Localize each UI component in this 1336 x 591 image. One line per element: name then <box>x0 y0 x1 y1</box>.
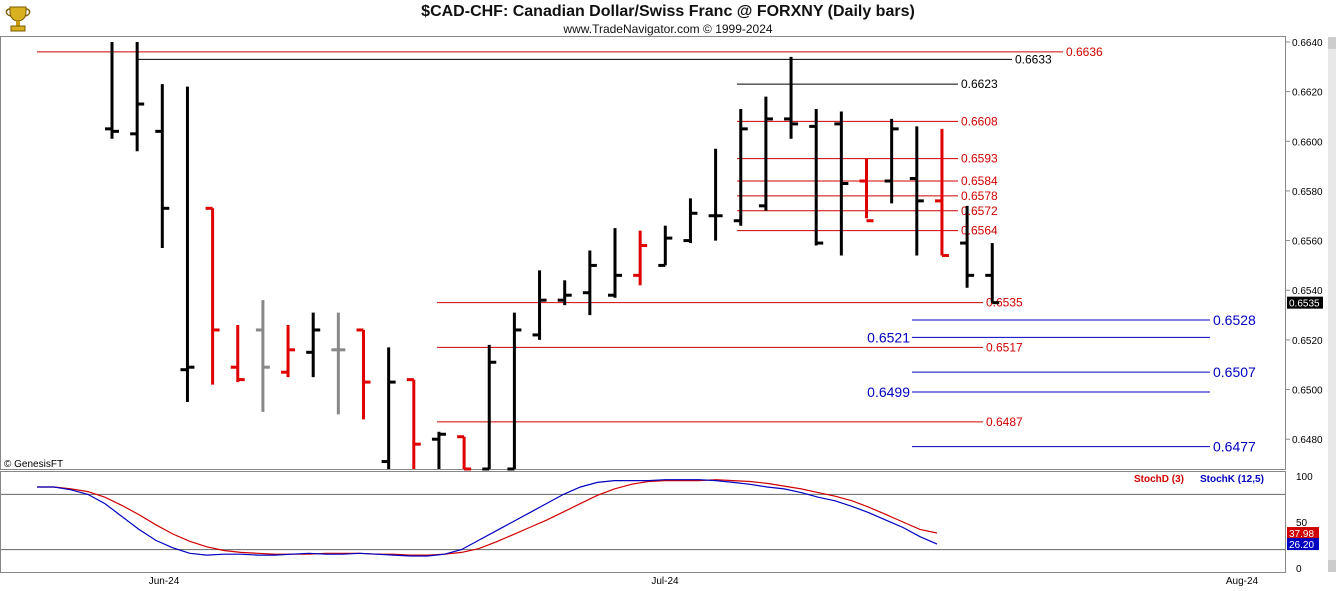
y-tick-label: 0.6620 <box>1292 88 1323 99</box>
level-label: 0.6507 <box>1213 364 1256 380</box>
ohlc-bar <box>406 378 421 469</box>
stoch-panel-frame <box>0 471 1286 573</box>
ohlc-bar <box>909 126 924 256</box>
level-label: 0.6578 <box>961 189 998 203</box>
level-label: 0.6636 <box>1066 45 1103 59</box>
level-label: 0.6477 <box>1213 439 1256 455</box>
level-label: 0.6521 <box>867 329 910 345</box>
ohlc-bar <box>180 86 195 402</box>
ohlc-bar <box>230 325 245 383</box>
ohlc-bar <box>356 328 371 420</box>
y-tick-label: 0.6500 <box>1292 386 1323 397</box>
last-price-label: 0.6535 <box>1289 299 1320 310</box>
level-label: 0.6535 <box>986 296 1023 310</box>
ohlc-bar <box>658 225 673 267</box>
ohlc-bar <box>306 312 321 378</box>
y-tick-label: 0.6480 <box>1292 435 1323 446</box>
copyright-label: © GenesisFT <box>4 459 63 470</box>
y-tick-label: 0.6580 <box>1292 187 1323 198</box>
ohlc-bar <box>683 198 698 244</box>
ohlc-bar <box>960 205 975 288</box>
x-tick-label: Jun-24 <box>149 576 180 587</box>
ohlc-bar <box>482 344 497 471</box>
level-label: 0.6623 <box>961 77 998 91</box>
stoch-y-tick-label: 100 <box>1296 472 1313 483</box>
x-tick-label: Aug-24 <box>1226 576 1259 587</box>
y-tick-label: 0.6520 <box>1292 336 1323 347</box>
ohlc-bar <box>633 230 648 286</box>
level-label: 0.6608 <box>961 114 998 128</box>
level-label: 0.6528 <box>1213 312 1256 328</box>
ohlc-bar <box>557 280 572 306</box>
level-label: 0.6499 <box>867 384 910 400</box>
level-label: 0.6487 <box>986 415 1023 429</box>
x-tick-label: Jul-24 <box>651 576 679 587</box>
ohlc-bar <box>733 109 748 226</box>
ohlc-bar <box>381 347 396 469</box>
ohlc-bar <box>205 206 220 385</box>
stochD-legend: StochD (3) <box>1134 474 1184 485</box>
level-label: 0.6584 <box>961 174 998 188</box>
ohlc-bar <box>884 118 899 204</box>
y-tick-label: 0.6540 <box>1292 286 1323 297</box>
ohlc-bar <box>331 312 346 415</box>
ohlc-bar <box>859 158 874 223</box>
ohlc-bar <box>758 96 773 211</box>
ohlc-bar <box>834 111 849 256</box>
ohlc-bar <box>809 109 824 246</box>
ohlc-bar <box>582 250 597 316</box>
y-tick-label: 0.6600 <box>1292 137 1323 148</box>
ohlc-bar <box>934 128 949 257</box>
stoch-last-value-box <box>1287 527 1319 540</box>
ohlc-bar <box>431 431 446 469</box>
ohlc-bar <box>105 41 119 139</box>
level-label: 0.6593 <box>961 152 998 166</box>
level-label: 0.6564 <box>961 224 998 238</box>
level-label: 0.6572 <box>961 204 998 218</box>
stoch-last-value-label: 26.20 <box>1289 540 1314 551</box>
stoch-y-tick-label: 0 <box>1296 564 1302 575</box>
ohlc-bar <box>130 41 145 152</box>
stoch-last-value-box <box>1287 538 1319 551</box>
ohlc-bar <box>507 312 522 471</box>
ohlc-bar <box>281 325 296 378</box>
ohlc-bar <box>608 228 622 298</box>
scrollbar[interactable] <box>1328 37 1336 572</box>
ohlc-bar <box>985 243 1000 305</box>
ohlc-bar <box>708 148 723 241</box>
price-panel-frame <box>0 36 1286 470</box>
ohlc-bar <box>255 300 270 412</box>
chart-subtitle: www.TradeNavigator.com © 1999-2024 <box>563 22 773 36</box>
chart-title: $CAD-CHF: Canadian Dollar/Swiss Franc @ … <box>421 3 915 20</box>
stoch-series-line <box>37 479 938 556</box>
y-tick-label: 0.6640 <box>1292 38 1323 49</box>
ohlc-bar <box>155 84 170 249</box>
ohlc-bar <box>457 435 472 471</box>
y-tick-label: 0.6560 <box>1292 237 1323 248</box>
stoch-y-tick-label: 50 <box>1296 518 1308 529</box>
ohlc-bar <box>784 56 799 139</box>
trophy-logo-icon <box>4 4 32 34</box>
last-price-box <box>1287 296 1323 309</box>
level-label: 0.6633 <box>1015 52 1052 66</box>
stoch-series-line <box>37 479 938 557</box>
stoch-last-value-label: 37.98 <box>1289 529 1314 540</box>
level-label: 0.6517 <box>986 340 1023 354</box>
stochK-legend: StochK (12,5) <box>1200 474 1264 485</box>
ohlc-bar <box>532 270 547 340</box>
